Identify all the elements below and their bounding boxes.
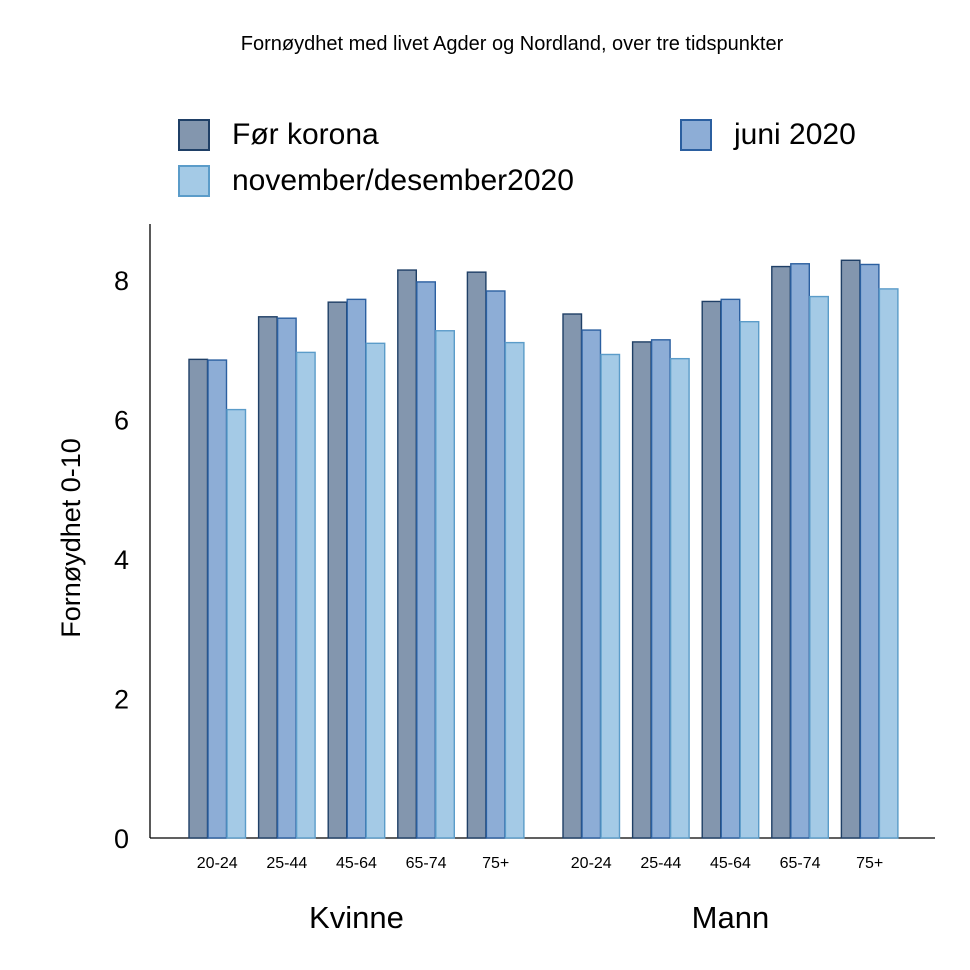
x-tick-label: 45-64 bbox=[710, 855, 751, 872]
bar-mann-45-64-series-2 bbox=[739, 320, 760, 839]
bar-mann-45-64-series-1 bbox=[720, 298, 741, 839]
legend-swatch-before-corona bbox=[178, 119, 210, 151]
bar-mann-20-24-series-2 bbox=[600, 353, 621, 839]
bar-kvinne-75+-series-2 bbox=[504, 341, 525, 839]
bar-kvinne-45-64-series-0 bbox=[327, 301, 348, 839]
chart-bars bbox=[188, 259, 899, 839]
y-tick-label: 0 bbox=[114, 824, 129, 854]
y-tick-label: 6 bbox=[114, 405, 129, 435]
bar-kvinne-25-44-series-0 bbox=[257, 316, 278, 839]
bar-mann-25-44-series-0 bbox=[631, 341, 652, 839]
bar-mann-75+-series-0 bbox=[840, 259, 861, 839]
legend-item-june-2020: juni 2020 bbox=[680, 118, 856, 152]
legend-label-before-corona: Før korona bbox=[232, 118, 379, 151]
bar-mann-45-64-series-0 bbox=[701, 300, 722, 839]
bar-mann-75+-series-2 bbox=[878, 288, 899, 839]
bar-kvinne-20-24-series-2 bbox=[226, 408, 247, 839]
x-tick-label: 75+ bbox=[856, 855, 883, 872]
bar-kvinne-65-74-series-0 bbox=[397, 269, 417, 839]
bar-mann-25-44-series-1 bbox=[650, 339, 671, 839]
bar-kvinne-25-44-series-2 bbox=[295, 351, 316, 839]
bar-mann-75+-series-1 bbox=[859, 263, 880, 839]
legend-label-nov-dec-2020: november/desember2020 bbox=[232, 164, 574, 197]
bar-kvinne-20-24-series-1 bbox=[207, 359, 228, 839]
bar-kvinne-75+-series-0 bbox=[466, 271, 487, 839]
x-tick-label: 45-64 bbox=[336, 855, 377, 872]
bar-kvinne-65-74-series-2 bbox=[435, 330, 455, 839]
y-tick-label: 2 bbox=[114, 684, 129, 714]
bar-mann-65-74-series-1 bbox=[790, 263, 810, 839]
bar-kvinne-20-24-series-0 bbox=[188, 358, 209, 839]
legend-label-june-2020: juni 2020 bbox=[734, 118, 856, 151]
group-label-mann: Mann bbox=[692, 900, 770, 935]
bar-kvinne-75+-series-1 bbox=[485, 290, 506, 839]
y-axis-label: Fornøydhet 0-10 bbox=[56, 438, 86, 638]
x-tick-label: 75+ bbox=[482, 855, 509, 872]
x-tick-label: 20-24 bbox=[571, 855, 612, 872]
chart-labels: 0 2 4 6 8 Fornøydhet 0-10 20-24 25-44 45-64 65-74… bbox=[56, 266, 883, 935]
y-tick-label: 4 bbox=[114, 545, 129, 575]
x-tick-label: 65-74 bbox=[780, 855, 821, 872]
x-tick-label: 65-74 bbox=[406, 855, 447, 872]
bar-mann-65-74-series-0 bbox=[771, 265, 791, 839]
y-tick-label: 8 bbox=[114, 266, 129, 296]
group-label-kvinne: Kvinne bbox=[309, 900, 404, 935]
legend-swatch-nov-dec-2020 bbox=[178, 165, 210, 197]
x-tick-label: 25-44 bbox=[266, 855, 307, 872]
legend-item-before-corona: Før korona bbox=[178, 118, 379, 152]
bar-mann-25-44-series-2 bbox=[669, 357, 690, 839]
bar-mann-65-74-series-2 bbox=[809, 295, 829, 839]
x-tick-label: 25-44 bbox=[640, 855, 681, 872]
bar-kvinne-45-64-series-1 bbox=[346, 298, 367, 839]
legend-swatch-june-2020 bbox=[680, 119, 712, 151]
x-tick-label: 20-24 bbox=[197, 855, 238, 872]
bar-kvinne-25-44-series-1 bbox=[276, 317, 297, 839]
bar-kvinne-65-74-series-1 bbox=[416, 281, 436, 839]
bar-mann-20-24-series-1 bbox=[581, 329, 602, 839]
chart-title: Fornøydhet med livet Agder og Nordland, … bbox=[240, 33, 784, 55]
bar-mann-20-24-series-0 bbox=[562, 313, 583, 839]
legend-item-nov-dec-2020: november/desember2020 bbox=[178, 164, 574, 198]
bar-kvinne-45-64-series-2 bbox=[365, 342, 386, 839]
